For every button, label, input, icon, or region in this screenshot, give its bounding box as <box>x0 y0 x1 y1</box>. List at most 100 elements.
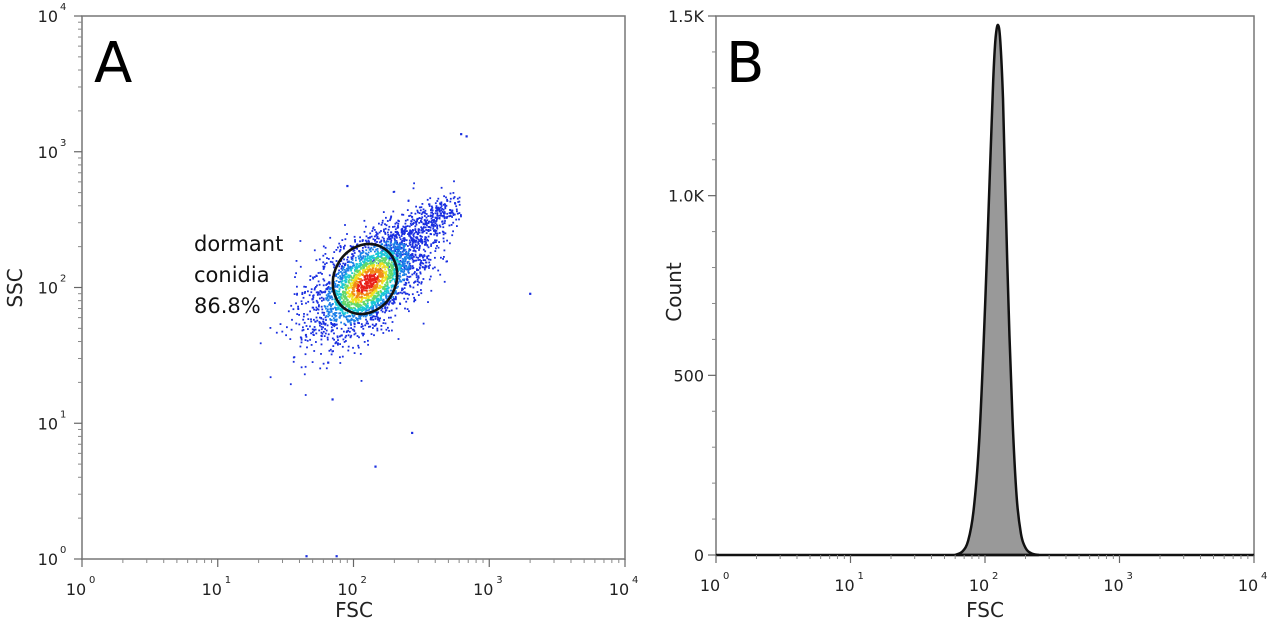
density-dot <box>398 277 401 280</box>
density-dot <box>351 328 354 331</box>
density-dot <box>408 293 410 296</box>
density-dot <box>431 216 434 218</box>
density-dot <box>375 253 377 256</box>
density-dot <box>399 259 402 262</box>
density-dot <box>427 265 430 268</box>
density-dot <box>319 297 321 300</box>
density-dot <box>436 234 438 237</box>
panel-a-x-tick-label: 10 <box>473 580 493 599</box>
density-dot <box>382 276 385 279</box>
density-dot <box>369 259 371 261</box>
density-dot <box>356 298 358 301</box>
density-dot <box>391 299 394 301</box>
density-dot <box>389 274 392 277</box>
density-dot <box>444 232 447 235</box>
density-dot <box>351 308 353 311</box>
density-dot <box>304 339 307 341</box>
density-dot <box>406 256 409 259</box>
density-dot <box>334 283 337 285</box>
density-dot <box>379 259 382 262</box>
density-dot <box>383 230 385 233</box>
density-dot <box>326 296 329 298</box>
density-dot <box>354 240 356 243</box>
density-dot <box>411 273 414 276</box>
density-dot <box>310 320 313 323</box>
density-dot <box>398 263 401 265</box>
density-dot <box>417 238 420 241</box>
density-dot <box>352 293 354 295</box>
density-dot <box>323 314 325 316</box>
density-dot <box>384 311 386 314</box>
density-dot <box>370 256 373 258</box>
density-dot <box>409 222 412 225</box>
density-dot <box>384 271 387 274</box>
density-dot <box>381 219 384 222</box>
density-dot <box>347 304 349 306</box>
density-dot <box>368 325 370 328</box>
density-dot <box>399 264 402 267</box>
density-dot <box>389 281 392 284</box>
density-dot <box>343 284 345 287</box>
density-dot <box>382 271 384 273</box>
density-dot <box>403 240 406 243</box>
density-dot <box>382 263 385 266</box>
density-dot <box>363 269 365 272</box>
density-dot <box>330 305 332 308</box>
density-dot <box>411 293 414 296</box>
density-dot <box>368 237 371 239</box>
density-dot <box>408 242 411 245</box>
density-dot <box>348 267 350 270</box>
density-dot <box>344 286 346 289</box>
density-dot <box>348 314 351 317</box>
panel-a-y-axis-label: SSC <box>3 268 27 307</box>
density-dot <box>326 297 329 299</box>
density-dot <box>314 287 316 290</box>
density-dot <box>378 241 381 244</box>
density-dot <box>407 233 409 235</box>
density-dot <box>339 309 342 312</box>
density-dot <box>362 285 364 288</box>
density-dot <box>335 323 338 326</box>
density-dot <box>399 268 402 271</box>
density-dot <box>371 260 374 263</box>
density-dot <box>417 231 419 234</box>
density-dot <box>369 285 372 287</box>
density-dot <box>347 329 350 332</box>
density-dot <box>321 308 324 311</box>
density-dot <box>344 238 347 241</box>
density-dot <box>386 231 389 234</box>
density-dot <box>393 248 396 251</box>
dormant-conidia-gate[interactable] <box>321 233 410 326</box>
density-dot <box>418 249 420 251</box>
density-dot <box>437 206 440 209</box>
density-dot <box>335 273 338 276</box>
density-dot <box>373 235 376 238</box>
density-dot <box>408 310 410 313</box>
density-dot <box>401 228 404 231</box>
density-dot <box>353 290 355 293</box>
density-dot <box>386 277 388 280</box>
density-dot <box>372 318 375 321</box>
density-dot <box>378 275 380 278</box>
density-dot <box>383 237 385 240</box>
density-dot <box>354 239 356 241</box>
density-dot <box>405 239 408 242</box>
density-dot <box>365 292 368 295</box>
density-dot <box>327 313 330 315</box>
density-dot <box>458 218 460 221</box>
density-dot <box>336 335 339 338</box>
density-dot <box>409 265 412 267</box>
density-dot <box>306 346 308 349</box>
density-dot <box>387 243 390 246</box>
density-dot <box>344 291 346 293</box>
density-dot <box>326 338 329 341</box>
density-dot <box>351 279 354 281</box>
density-dot <box>360 273 363 276</box>
density-dot <box>415 274 418 276</box>
density-dot <box>404 268 407 270</box>
density-dot <box>393 255 396 258</box>
density-dot <box>350 324 352 326</box>
density-dot <box>367 284 369 287</box>
density-dot <box>358 291 361 294</box>
density-dot <box>368 266 371 269</box>
